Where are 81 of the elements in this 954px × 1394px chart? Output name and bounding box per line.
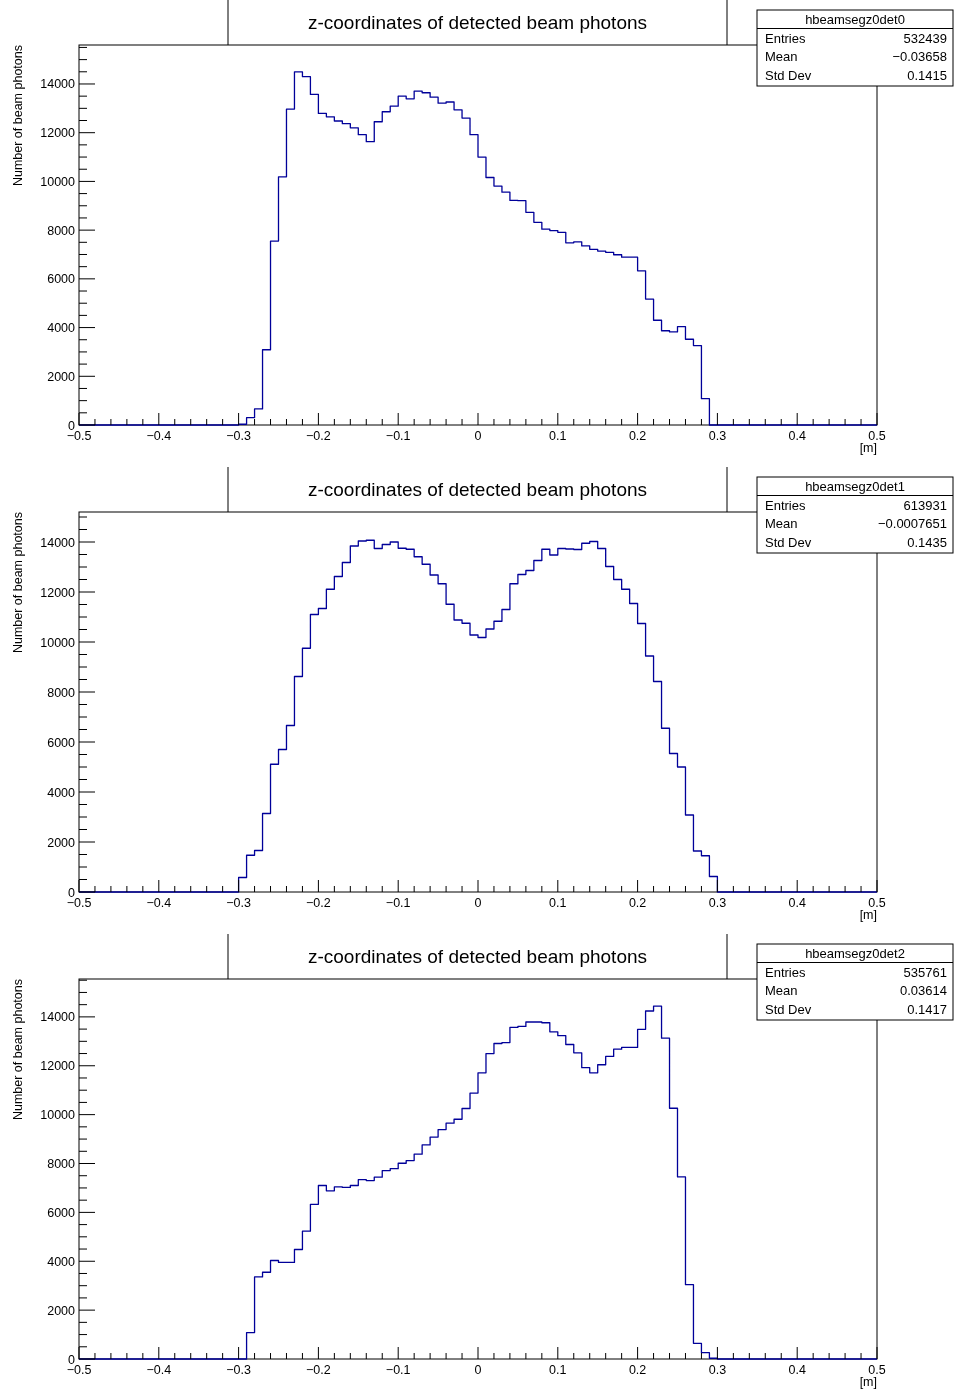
x-tick-label: 0 <box>474 429 482 443</box>
text: 0.1417 <box>907 1001 947 1017</box>
x-axis-title: [m] <box>859 441 877 455</box>
x-tick-label: 0.1 <box>549 1363 567 1377</box>
chart-title: z-coordinates of detected beam photons <box>307 12 648 33</box>
text: hbeamsegz0det1 <box>805 479 905 494</box>
y-axis-title: Number of beam photons <box>11 512 25 654</box>
y-tick-label: 14000 <box>40 77 76 92</box>
y-tick-label: 4000 <box>47 785 76 800</box>
y-tick-label: 12000 <box>40 585 76 600</box>
x-tick-label: 0.4 <box>788 896 806 910</box>
y-tick-label: 14000 <box>40 535 76 550</box>
y-tick-label: 12000 <box>40 126 76 141</box>
y-tick-label: 14000 <box>40 1010 76 1025</box>
chart-title: z-coordinates of detected beam photons <box>307 946 648 967</box>
annotation: Std Dev <box>765 1001 812 1017</box>
x-axis-title: [m] <box>859 1375 877 1389</box>
x-tick-label: −0.3 <box>226 429 251 443</box>
x-tick-label: −0.1 <box>385 429 411 443</box>
x-tick-label: −0.1 <box>385 1363 411 1377</box>
x-tick-label: 0.2 <box>628 896 647 910</box>
annotation: Mean <box>765 983 798 998</box>
annotation: Entries <box>765 30 806 46</box>
x-tick-label: 0.3 <box>708 1363 727 1377</box>
y-tick-label: 8000 <box>47 1157 76 1171</box>
annotation: Std Dev <box>765 67 812 83</box>
y-tick-label: 12000 <box>40 1059 76 1074</box>
y-tick-label: 2000 <box>47 369 76 384</box>
x-tick-label: 0.2 <box>628 1363 647 1377</box>
annotation: Entries <box>765 497 806 513</box>
x-tick-label: 0.5 <box>868 1363 886 1377</box>
y-tick-label: 6000 <box>47 1205 76 1220</box>
x-tick-label: −0.4 <box>146 896 172 910</box>
y-tick-label: 10000 <box>40 1108 76 1123</box>
text: 0.1415 <box>907 67 947 83</box>
y-tick-label: 8000 <box>47 223 76 238</box>
x-tick-label: 0.4 <box>788 1363 806 1377</box>
y-tick-label: 2000 <box>47 835 76 850</box>
y-tick-label: 6000 <box>47 272 76 287</box>
text: −0.03658 <box>892 49 947 64</box>
x-tick-label: 0 <box>474 1363 482 1377</box>
x-tick-label: −0.2 <box>306 896 331 910</box>
text: −0.0007651 <box>877 516 947 531</box>
x-tick-label: −0.3 <box>226 1363 251 1377</box>
y-tick-label: 10000 <box>40 635 76 650</box>
x-tick-label: 0.2 <box>628 429 647 443</box>
x-tick-label: −0.2 <box>306 429 331 443</box>
text: 613931 <box>903 497 947 513</box>
y-tick-label: 10000 <box>40 174 76 189</box>
annotation: Entries <box>765 964 806 980</box>
x-tick-label: 0.1 <box>549 429 567 443</box>
y-tick-label: 4000 <box>47 1254 76 1269</box>
x-tick-label: 0 <box>474 896 482 910</box>
text: hbeamsegz0det0 <box>805 12 905 27</box>
y-axis-title: Number of beam photons <box>11 45 25 187</box>
x-tick-label: −0.3 <box>226 896 251 910</box>
y-tick-label: 4000 <box>47 321 76 336</box>
chart-title: z-coordinates of detected beam photons <box>307 479 648 500</box>
y-tick-label: 6000 <box>47 735 76 750</box>
x-tick-label: −0.4 <box>146 1363 172 1377</box>
x-tick-label: −0.4 <box>146 429 172 443</box>
text: 532439 <box>903 30 947 46</box>
y-tick-label: 8000 <box>47 685 76 700</box>
x-tick-label: 0.3 <box>708 896 727 910</box>
x-tick-label: 0.5 <box>868 896 886 910</box>
text: 535761 <box>903 964 947 980</box>
x-tick-label: 0.4 <box>788 429 806 443</box>
text: 0.1435 <box>907 534 947 550</box>
text: hbeamsegz0det2 <box>805 946 905 961</box>
x-tick-label: 0.1 <box>549 896 567 910</box>
x-tick-label: 0.3 <box>708 429 727 443</box>
x-tick-label: −0.1 <box>385 896 411 910</box>
x-tick-label: 0.5 <box>868 429 886 443</box>
annotation: Mean <box>765 516 798 531</box>
y-tick-label: 2000 <box>47 1303 76 1318</box>
y-axis-title: Number of beam photons <box>11 979 25 1121</box>
annotation: Std Dev <box>765 534 812 550</box>
x-axis-title: [m] <box>859 908 877 922</box>
annotation: Mean <box>765 49 798 64</box>
x-tick-label: −0.2 <box>306 1363 331 1377</box>
text: 0.03614 <box>900 983 947 998</box>
